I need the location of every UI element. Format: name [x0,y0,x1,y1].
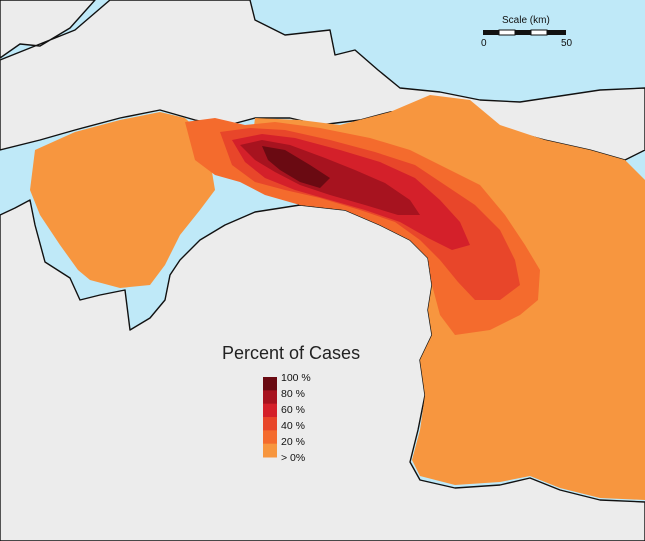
scale-segment-1 [483,30,499,35]
legend-swatch-0 [263,377,277,391]
legend-label-4: 20 % [281,436,305,448]
scale-bar: Scale (km) 0 50 [481,15,573,49]
scale-segment-2 [498,29,516,36]
scale-segment-5 [547,30,566,35]
legend-swatch-3 [263,417,277,431]
legend-label-3: 40 % [281,420,305,432]
legend-swatch-4 [263,430,277,445]
cases-layer [30,95,645,500]
region-100 [262,146,330,188]
legend-label-1: 80 % [281,388,305,400]
legend-swatch-2 [263,403,277,418]
legend-label-5: > 0% [281,452,305,464]
legend-swatch-1 [263,390,277,405]
legend: Percent of Cases 100 % 80 % 60 % 40 % 20 % > … [222,343,360,464]
scale-segment-3 [515,30,531,35]
scale-start-label: 0 [481,38,487,49]
legend-label-0: 100 % [281,372,311,384]
legend-swatches [263,377,277,458]
legend-title: Percent of Cases [222,343,360,363]
scale-end-label: 50 [561,38,573,49]
legend-label-2: 60 % [281,404,305,416]
legend-swatch-5 [263,443,277,458]
scale-segment-4 [530,29,548,36]
legend-labels: 100 % 80 % 60 % 40 % 20 % > 0% [281,372,311,464]
scale-title: Scale (km) [502,15,550,26]
region-gt0-west [30,112,215,288]
